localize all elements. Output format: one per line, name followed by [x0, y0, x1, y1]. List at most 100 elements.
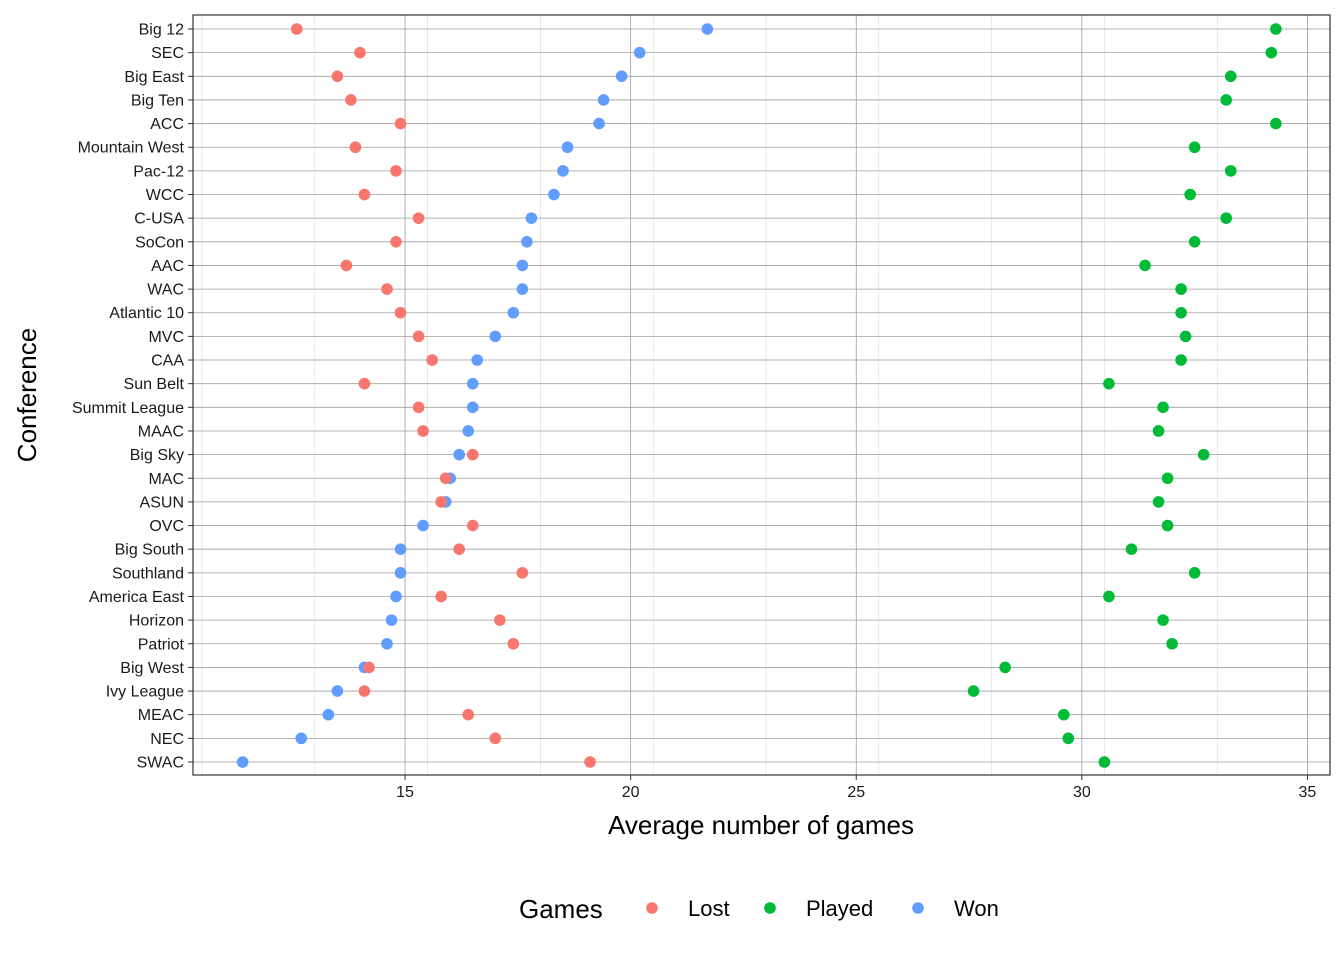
point-played — [1188, 141, 1201, 154]
point-won — [453, 448, 466, 461]
legend-title: Games — [519, 894, 603, 924]
y-tick-label: Southland — [112, 565, 184, 582]
point-lost — [363, 661, 375, 674]
y-tick-label: Atlantic 10 — [109, 305, 184, 322]
point-won — [394, 567, 407, 579]
point-won — [236, 756, 249, 768]
point-played — [1175, 283, 1187, 295]
legend-label-lost: Lost — [688, 896, 730, 921]
x-tick-label: 30 — [1073, 784, 1091, 801]
point-played — [1197, 448, 1210, 461]
point-played — [1103, 590, 1115, 603]
point-won — [516, 259, 529, 272]
point-played — [1270, 117, 1282, 130]
legend-key-lost — [646, 902, 658, 914]
y-tick-label: Big Ten — [131, 92, 184, 109]
point-played — [1157, 614, 1169, 626]
y-tick-label: Big South — [115, 542, 184, 559]
point-lost — [390, 236, 402, 248]
legend-key-played — [764, 902, 776, 914]
point-lost — [358, 685, 371, 697]
point-won — [417, 519, 429, 532]
minor-gridlines — [201, 15, 1331, 775]
point-won — [633, 46, 646, 59]
point-won — [471, 354, 484, 366]
point-lost — [435, 496, 447, 508]
point-played — [1139, 259, 1151, 272]
point-played — [1166, 637, 1178, 650]
point-won — [507, 306, 520, 319]
y-tick-label: CAA — [151, 353, 184, 370]
point-played — [1175, 306, 1187, 319]
y-tick-label: MVC — [148, 329, 184, 346]
y-tick-label: Sun Belt — [124, 376, 185, 393]
point-lost — [466, 519, 479, 532]
y-tick-label: Patriot — [138, 636, 185, 653]
legend-label-played: Played — [806, 896, 873, 921]
y-tick-label: MAC — [148, 471, 184, 488]
y-tick-label: America East — [89, 589, 185, 606]
data-points — [236, 23, 1282, 768]
y-tick-label: Pac-12 — [133, 163, 184, 180]
point-won — [557, 165, 569, 177]
point-lost — [394, 117, 407, 130]
point-lost — [331, 70, 344, 83]
point-lost — [516, 567, 529, 579]
point-won — [561, 141, 574, 154]
point-lost — [584, 756, 596, 768]
point-lost — [349, 141, 362, 154]
point-won — [548, 188, 560, 201]
point-won — [597, 94, 610, 106]
y-tick-label: C-USA — [134, 211, 184, 228]
point-won — [489, 330, 502, 343]
major-gridlines — [193, 15, 1330, 775]
point-played — [1188, 236, 1201, 248]
point-lost — [466, 448, 479, 461]
point-played — [1220, 212, 1233, 224]
point-lost — [390, 165, 402, 177]
point-played — [1265, 46, 1278, 59]
y-axis-ticks: Big 12 SEC Big East Big Ten ACC Mountain West… — [72, 22, 193, 772]
point-played — [1224, 165, 1237, 177]
y-tick-label: SEC — [151, 45, 184, 62]
point-won — [466, 401, 479, 414]
point-played — [999, 661, 1011, 674]
plot-panel-border — [192, 14, 1331, 776]
legend-label-won: Won — [954, 896, 999, 921]
point-lost — [489, 732, 502, 745]
point-lost — [358, 188, 371, 201]
legend-key-won — [912, 902, 924, 914]
point-won — [615, 70, 628, 83]
point-lost — [426, 354, 438, 366]
y-axis-title: Conference — [12, 328, 42, 462]
point-won — [390, 590, 402, 603]
point-lost — [340, 259, 353, 272]
y-tick-label: NEC — [150, 731, 184, 748]
x-axis-ticks: 15 20 25 30 35 — [396, 775, 1316, 801]
point-played — [1098, 756, 1111, 768]
point-lost — [494, 614, 506, 626]
point-played — [1157, 401, 1169, 414]
point-won — [295, 732, 308, 745]
y-tick-label: MAAC — [138, 423, 184, 440]
point-played — [1161, 472, 1174, 485]
point-lost — [381, 283, 393, 295]
point-lost — [435, 590, 447, 603]
point-played — [967, 685, 980, 697]
legend: Games Lost Played Won — [519, 894, 999, 924]
point-won — [394, 543, 407, 555]
point-won — [701, 23, 714, 35]
y-tick-label: AAC — [151, 258, 184, 275]
point-lost — [439, 472, 452, 485]
point-won — [466, 377, 479, 390]
y-tick-label: Big West — [120, 660, 184, 677]
x-tick-label: 35 — [1299, 784, 1317, 801]
point-played — [1103, 377, 1115, 390]
point-won — [593, 117, 605, 130]
y-tick-label: ACC — [150, 116, 184, 133]
point-played — [1057, 708, 1070, 721]
y-tick-label: MEAC — [138, 707, 184, 724]
point-played — [1152, 425, 1165, 437]
y-tick-label: Summit League — [72, 400, 184, 417]
